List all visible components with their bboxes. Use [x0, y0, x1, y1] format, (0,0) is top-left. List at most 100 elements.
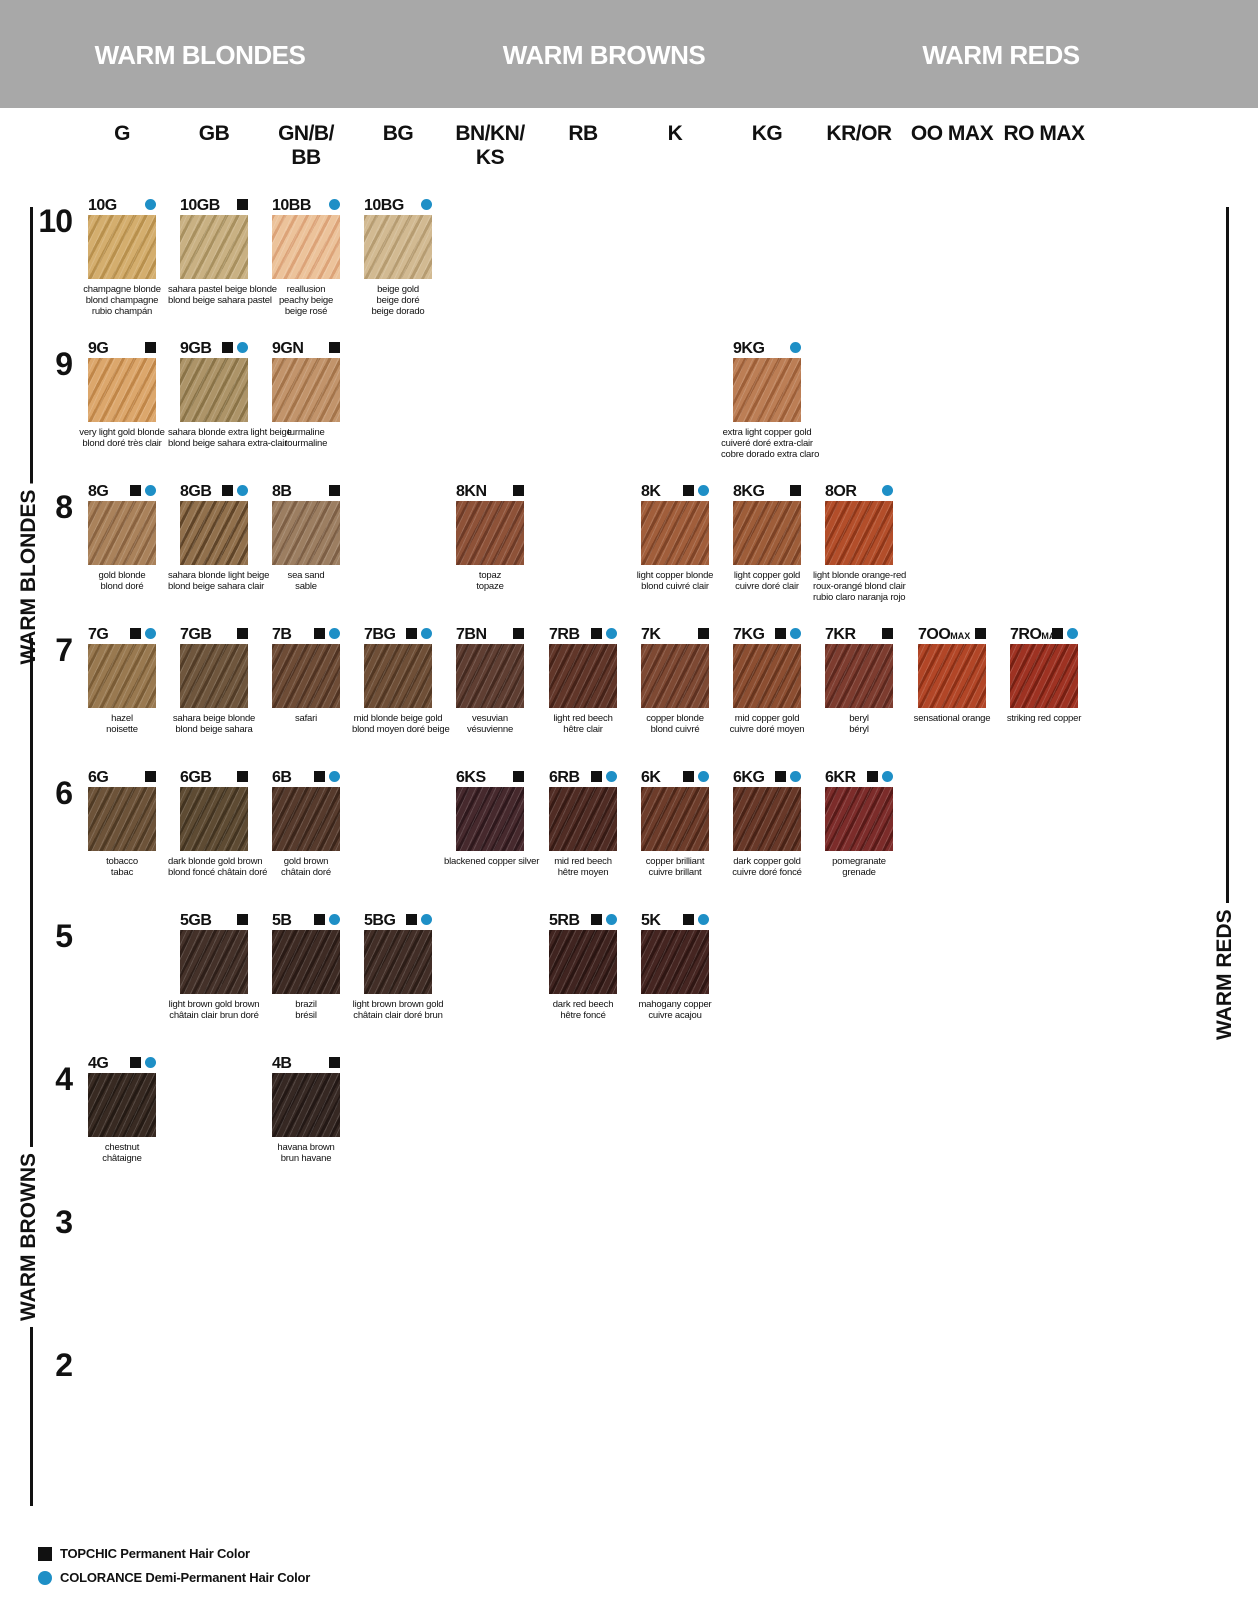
topchic-square-icon [513, 771, 524, 782]
colorance-dot-icon [790, 628, 801, 639]
level-row-2: 2 [55, 1341, 1096, 1481]
shade-names-10bg: beige gold beige doré beige dorado [371, 284, 425, 317]
topchic-square-icon [237, 199, 248, 210]
hair-swatch-7kr [825, 644, 893, 708]
column-header-rb: RB [568, 122, 598, 145]
shade-code-7oo: 7OOMAX [918, 626, 971, 643]
colorance-dot-icon [329, 771, 340, 782]
shade-code-7gb: 7GB [180, 626, 212, 643]
hair-swatch-6g [88, 787, 156, 851]
hair-swatch-7oo [918, 644, 986, 708]
product-markers [1052, 628, 1078, 639]
shade-names-8b: sea sand sable [287, 570, 325, 592]
level-number-4: 4 [55, 1061, 73, 1097]
shade-code-6kr: 6KR [825, 769, 856, 786]
shade-code-10gb: 10GB [180, 197, 220, 214]
product-markers [130, 485, 156, 496]
topchic-square-icon [314, 628, 325, 639]
topchic-square-icon [775, 628, 786, 639]
warm-reds-rule [1226, 207, 1229, 935]
product-markers [145, 342, 156, 353]
shade-names-6rb: mid red beech hêtre moyen [554, 856, 612, 878]
hair-swatch-10gb [180, 215, 248, 279]
swatch-card-7g: 7G hazel noisette [76, 626, 168, 735]
shade-code-suffix: MAX [950, 631, 971, 641]
topchic-square-icon [329, 485, 340, 496]
level-number-10: 10 [38, 203, 73, 239]
topchic-square-icon [591, 771, 602, 782]
shade-code-6b: 6B [272, 769, 292, 786]
topchic-square-icon [38, 1546, 52, 1561]
shade-names-8g: gold blonde blond doré [98, 570, 146, 592]
swatch-card-6g: 6G tobacco tabac [76, 769, 168, 878]
hair-swatch-7k [641, 644, 709, 708]
hair-swatch-7bn [456, 644, 524, 708]
colorance-dot-icon [329, 628, 340, 639]
swatch-card-5bg: 5BG light brown brown gold châtain clair d… [352, 912, 444, 1021]
hair-swatch-9gn [272, 358, 340, 422]
hair-swatch-8kg [733, 501, 801, 565]
shade-names-10gb: sahara pastel beige blonde blond beige sa… [168, 284, 277, 306]
topchic-square-icon [145, 771, 156, 782]
hair-swatch-6gb [180, 787, 248, 851]
product-markers [237, 914, 248, 925]
shade-code-7bg: 7BG [364, 626, 396, 643]
level-number-6: 6 [55, 775, 73, 811]
product-markers [329, 485, 340, 496]
product-markers [421, 199, 432, 210]
swatch-card-7ro: 7ROMAX striking red copper [998, 626, 1090, 724]
topchic-square-icon [314, 771, 325, 782]
hair-swatch-7kg [733, 644, 801, 708]
swatch-card-6k: 6K copper brilliant cuivre brillant [629, 769, 721, 878]
shade-code-7rb: 7RB [549, 626, 580, 643]
legend: TOPCHIC Permanent Hair Color COLORANCE D… [38, 1546, 310, 1594]
swatch-card-8kg: 8KG light copper gold cuivre doré clair [721, 483, 813, 592]
level-row-10: 10 10G champagne blonde blond champagne rubi… [38, 197, 1096, 337]
shade-code-7bn: 7BN [456, 626, 487, 643]
swatch-card-7b: 7B safari [260, 626, 352, 724]
swatch-card-7kg: 7KG mid copper gold cuivre doré moyen [721, 626, 813, 735]
hair-swatch-7gb [180, 644, 248, 708]
hair-swatch-9g [88, 358, 156, 422]
topchic-square-icon [406, 628, 417, 639]
product-markers [406, 914, 432, 925]
shade-names-4b: havana brown brun havane [277, 1142, 335, 1164]
shade-code-8gb: 8GB [180, 483, 212, 500]
shade-names-7rb: light red beech hêtre clair [553, 713, 613, 735]
shade-names-8or: light blonde orange-red roux-orangé blond… [813, 570, 907, 603]
swatch-card-10gb: 10GB sahara pastel beige blonde blond beig… [168, 197, 277, 306]
colorance-dot-icon [1067, 628, 1078, 639]
hair-swatch-4g [88, 1073, 156, 1137]
shade-code-9g: 9G [88, 340, 109, 357]
warm-browns-side-label: WARM BROWNS [17, 1146, 41, 1327]
product-markers [329, 199, 340, 210]
shade-names-8k: light copper blonde blond cuivré clair [636, 570, 714, 592]
swatch-card-9gn: 9GN turmaline tourmaline [260, 340, 352, 449]
banner-title-warm-blondes: WARM BLONDES [94, 40, 306, 70]
topchic-square-icon [683, 771, 694, 782]
banner-title-warm-reds: WARM REDS [922, 40, 1080, 70]
product-markers [698, 628, 709, 639]
shade-names-9gn: turmaline tourmaline [284, 427, 328, 449]
warm-blondes-side-label: WARM BLONDES [17, 483, 41, 671]
hair-swatch-7b [272, 644, 340, 708]
swatch-card-6b: 6B gold brown châtain doré [260, 769, 352, 878]
topchic-square-icon [698, 628, 709, 639]
topchic-square-icon [237, 628, 248, 639]
topchic-square-icon [790, 485, 801, 496]
hair-swatch-6rb [549, 787, 617, 851]
hair-swatch-6kg [733, 787, 801, 851]
shade-code-8kg: 8KG [733, 483, 765, 500]
hair-swatch-6k [641, 787, 709, 851]
swatch-card-4g: 4G chestnut châtaigne [76, 1055, 168, 1164]
column-header-gnb: GN/B/ BB [278, 122, 334, 169]
hair-swatch-7g [88, 644, 156, 708]
level-number-9: 9 [55, 346, 73, 382]
topchic-square-icon [130, 1057, 141, 1068]
hair-swatch-7bg [364, 644, 432, 708]
swatch-card-9gb: 9GB sahara blonde extra light beige blond … [168, 340, 292, 449]
warm-tones-banner: WARM BLONDES WARM BROWNS WARM REDS [0, 0, 1258, 108]
shade-names-6kg: dark copper gold cuivre doré foncé [732, 856, 802, 878]
shade-code-8g: 8G [88, 483, 109, 500]
topchic-square-icon [683, 485, 694, 496]
